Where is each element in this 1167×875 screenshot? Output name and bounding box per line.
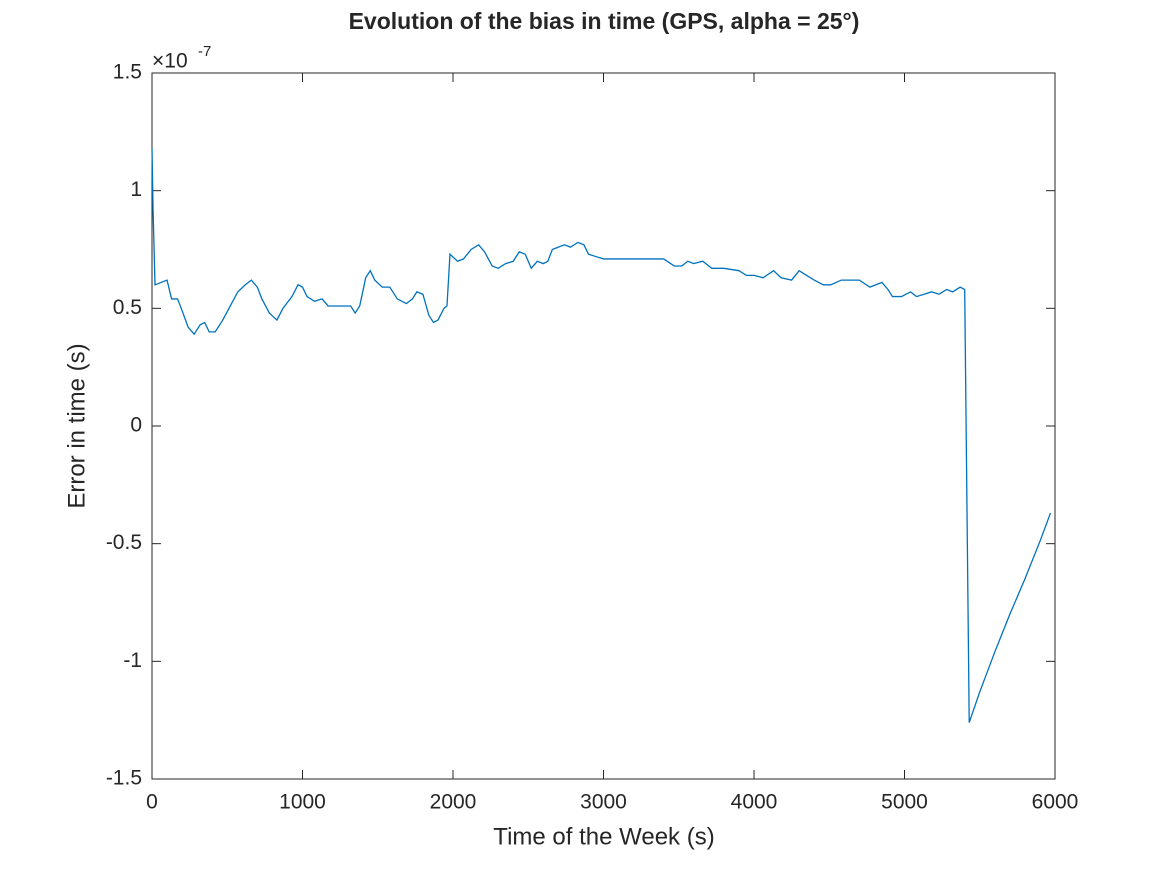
x-tick-label: 3000	[580, 791, 627, 814]
y-tick-label: -1.5	[106, 767, 142, 790]
x-tick-label: 6000	[1032, 791, 1079, 814]
y-tick-label: -1	[123, 649, 142, 672]
y-exponent-base: ×10	[152, 50, 188, 73]
y-axis-label: Error in time (s)	[63, 343, 90, 508]
y-tick-label: 1.5	[113, 61, 142, 84]
x-tick-label: 0	[146, 791, 158, 814]
y-tick-label: 0	[130, 414, 142, 437]
plot-area	[151, 72, 1056, 780]
x-axis-label: Time of the Week (s)	[493, 823, 714, 850]
chart-title: Evolution of the bias in time (GPS, alph…	[349, 8, 860, 34]
x-tick-label: 2000	[430, 791, 477, 814]
y-tick-label: 1	[130, 178, 142, 201]
x-tick-label: 4000	[731, 791, 778, 814]
data-line	[151, 148, 1052, 723]
y-tick-label: -0.5	[106, 531, 142, 554]
x-tick-label: 5000	[881, 791, 928, 814]
y-tick-label: 0.5	[113, 296, 142, 319]
x-tick-label: 1000	[279, 791, 326, 814]
y-exponent: -7	[198, 43, 211, 60]
